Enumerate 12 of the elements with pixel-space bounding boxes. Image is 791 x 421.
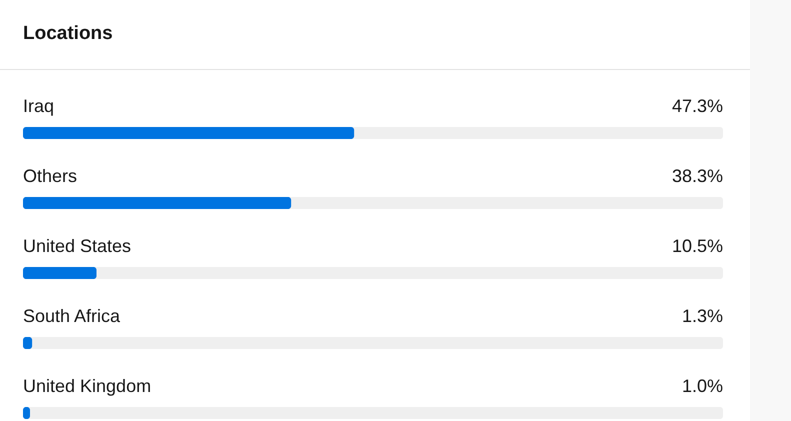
chart-title: Locations (23, 23, 113, 44)
data-label: 38.3% (672, 166, 723, 186)
bar (23, 267, 96, 279)
data-label: 1.3% (682, 306, 723, 326)
data-label: 47.3% (672, 96, 723, 116)
data-label: 10.5% (672, 236, 723, 256)
y-tick-label: United States (23, 236, 132, 256)
data-label: 1.0% (682, 376, 723, 396)
y-tick-label: Others (23, 166, 78, 186)
y-tick-label: Iraq (23, 96, 54, 116)
y-tick-label: United Kingdom (23, 376, 152, 396)
y-tick-label: South Africa (23, 306, 122, 326)
